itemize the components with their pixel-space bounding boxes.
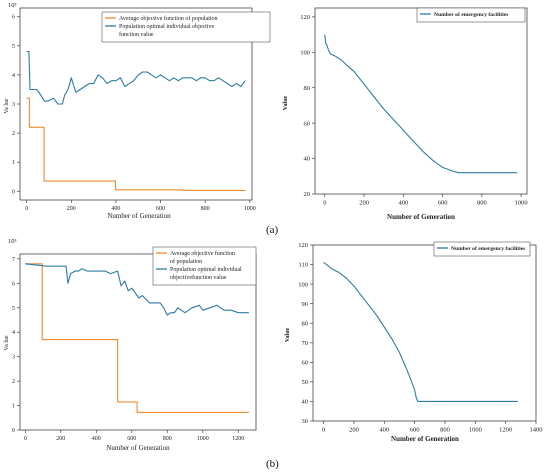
- y-tick-label: 100: [300, 49, 310, 56]
- y-tick-label: 6: [12, 15, 15, 21]
- x-tick-label: 200: [349, 427, 359, 434]
- x-tick-label: 400: [92, 436, 101, 442]
- y-tick-label: 120: [300, 14, 310, 21]
- y-tick-label: 100: [298, 281, 308, 288]
- y-tick-label: 3: [12, 355, 15, 361]
- legend-entry-label: Number of emergency facilities: [434, 12, 509, 18]
- series-line-1: [323, 262, 518, 402]
- legend-box: [152, 246, 257, 286]
- plot-frame: [19, 253, 257, 431]
- y-tick-label: 80: [304, 85, 311, 92]
- x-tick-label: 1000: [244, 206, 256, 212]
- series-line-2: [26, 51, 246, 105]
- x-tick-label: 800: [163, 436, 172, 442]
- legend-entry-label: objectivefunction value: [170, 274, 227, 281]
- chart-a-right: 0 200 400 600 800 1000 20 40 60 80 100 120 Number of…: [275, 0, 550, 230]
- panel-label-a: (a): [266, 224, 279, 236]
- x-tick-label: 200: [359, 200, 369, 207]
- legend-box: [416, 7, 526, 23]
- x-tick-label: 1000: [197, 436, 209, 442]
- chart-b-right: 0 200 400 600 800 1000 1200 1400 30 40 50 60 70 80 90 1…: [275, 235, 550, 460]
- x-axis-label: Number of Generation: [391, 435, 459, 443]
- x-tick-label: 800: [477, 200, 487, 207]
- series-line-1: [324, 34, 518, 174]
- y-exponent-label: 10³: [8, 238, 17, 245]
- y-tick-label: 1: [12, 160, 15, 166]
- y-tick-label: 5: [12, 306, 15, 312]
- x-axis-label: Number of Generation: [107, 212, 171, 220]
- y-tick-label: 110: [298, 262, 308, 269]
- legend-entry-label: Average objective function: [170, 250, 235, 257]
- series-line-2: [25, 263, 249, 316]
- y-axis-label: Value: [285, 327, 291, 342]
- y-tick-label: 40: [304, 156, 311, 163]
- x-tick-label: 400: [111, 206, 120, 212]
- y-tick-label: 4: [12, 73, 15, 79]
- y-tick-label: 50: [302, 379, 309, 386]
- x-tick-label: 0: [322, 427, 325, 434]
- x-tick-label: 0: [25, 206, 28, 212]
- x-tick-label: 0: [24, 436, 27, 442]
- x-tick-label: 600: [127, 436, 136, 442]
- x-tick-label: 200: [56, 436, 65, 442]
- x-axis-label: Number of Generation: [387, 213, 455, 221]
- y-axis-label: Value: [283, 95, 289, 110]
- legend-entry-label: Average objective function of population: [119, 15, 218, 22]
- y-tick-label: 7: [12, 257, 15, 263]
- series-line-1: [25, 263, 249, 413]
- y-tick-label: 1: [12, 404, 15, 410]
- legend-entry-label: Population optimal individual: [170, 267, 242, 273]
- legend-box: [433, 241, 531, 257]
- chart-a-left: 0 200 400 600 800 1000 0 1 2 3 4 5 6 Number of Genera…: [0, 0, 275, 230]
- legend-entry-label: Population optimal individual objective: [119, 24, 214, 30]
- plot-frame: [312, 244, 537, 422]
- x-tick-label: 800: [440, 427, 450, 434]
- x-tick-label: 600: [438, 200, 448, 207]
- x-tick-label: 1200: [499, 427, 512, 434]
- y-tick-label: 2: [12, 379, 15, 385]
- x-tick-label: 1400: [530, 427, 543, 434]
- y-tick-label: 60: [304, 120, 311, 127]
- x-tick-label: 200: [67, 206, 76, 212]
- y-tick-label: 2: [12, 131, 15, 137]
- panel-label-b: (b): [266, 458, 279, 470]
- chart-b-left: 0 200 400 600 800 1000 1200 0 1 2 3 4 5 6 7 Number of G…: [0, 235, 275, 460]
- y-tick-label: 90: [302, 301, 309, 308]
- y-tick-label: 30: [302, 418, 309, 425]
- y-axis-label: Va lue: [4, 98, 10, 113]
- y-tick-label: 5: [12, 44, 15, 50]
- y-tick-label: 4: [12, 330, 15, 336]
- legend-entry-label: Number of emergency facilities: [451, 246, 526, 252]
- y-tick-label: 70: [302, 340, 309, 347]
- x-axis-label: Number of Generation: [106, 444, 170, 452]
- y-axis-label: Va lue: [4, 335, 10, 350]
- x-tick-label: 400: [398, 200, 408, 207]
- legend-entry-label: function value: [119, 31, 154, 38]
- y-tick-label: 6: [12, 281, 15, 287]
- y-tick-label: 120: [298, 242, 308, 249]
- y-tick-label: 0: [12, 428, 15, 434]
- x-tick-label: 1200: [232, 436, 244, 442]
- x-tick-label: 400: [379, 427, 389, 434]
- y-tick-label: 3: [12, 102, 15, 108]
- y-tick-label: 80: [302, 320, 309, 327]
- series-line-1: [26, 97, 246, 191]
- x-tick-label: 1000: [515, 200, 528, 207]
- legend-box: [101, 11, 271, 43]
- y-tick-label: 0: [12, 189, 15, 195]
- x-tick-label: 600: [156, 206, 165, 212]
- x-tick-label: 600: [410, 427, 420, 434]
- plot-frame: [314, 7, 528, 195]
- y-exponent-label: 10³: [8, 2, 17, 9]
- y-tick-label: 40: [302, 399, 309, 406]
- y-tick-label: 20: [304, 191, 311, 198]
- legend-entry-label: of population: [170, 258, 202, 265]
- y-tick-label: 60: [302, 360, 309, 367]
- x-tick-label: 0: [323, 200, 326, 207]
- x-tick-label: 1000: [469, 427, 482, 434]
- x-tick-label: 800: [201, 206, 210, 212]
